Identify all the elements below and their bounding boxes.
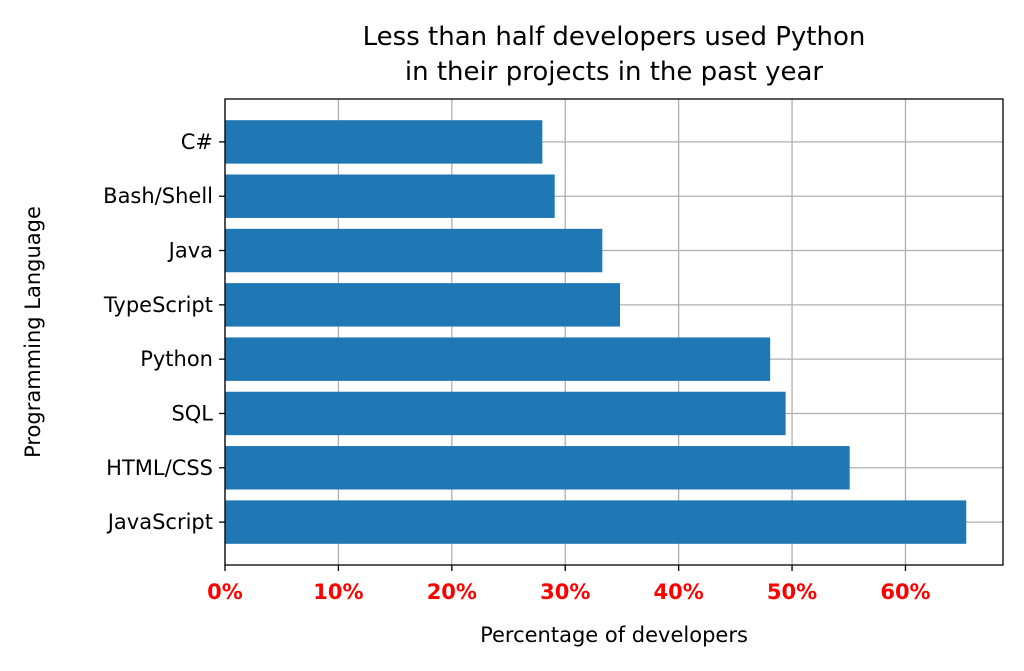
bar-c- (225, 120, 543, 164)
x-tick-label: 50% (767, 580, 817, 604)
bar-typescript (225, 283, 621, 327)
chart-title-line-2: in their projects in the past year (405, 57, 824, 87)
y-tick-label: HTML/CSS (106, 456, 213, 480)
x-tick-label: 10% (313, 580, 363, 604)
x-axis-label: Percentage of developers (480, 623, 748, 647)
x-tick-label: 0% (207, 580, 243, 604)
x-tick-label: 30% (540, 580, 590, 604)
y-tick-label: JavaScript (106, 510, 213, 534)
y-tick-label: Bash/Shell (103, 184, 213, 208)
bar-python (225, 337, 771, 381)
bar-sql (225, 391, 786, 436)
y-tick-label: Python (140, 347, 213, 371)
plot-frame (224, 98, 1004, 566)
bar-bash-shell (225, 174, 555, 218)
x-tick-label: 20% (427, 580, 477, 604)
bars (225, 120, 967, 544)
grid (224, 99, 1003, 565)
bar-html-css (225, 446, 850, 490)
y-tick-label: C# (181, 130, 213, 154)
x-tick-label: 60% (880, 580, 930, 604)
chart-title-line-1: Less than half developers used Python (363, 22, 866, 52)
x-axis-ticks: 0% 10% 20% 30% 40% 50% 60% (207, 565, 931, 604)
y-tick-label: Java (167, 239, 213, 263)
y-axis-label: Programming Language (21, 206, 45, 458)
y-tick-label: TypeScript (103, 293, 213, 317)
bar-javascript (225, 500, 967, 544)
y-tick-label: SQL (171, 401, 213, 425)
bar-java (225, 228, 603, 273)
x-tick-label: 40% (654, 580, 704, 604)
y-axis-ticks: JavaScript HTML/CSS SQL Python TypeScript Jav… (103, 130, 225, 534)
